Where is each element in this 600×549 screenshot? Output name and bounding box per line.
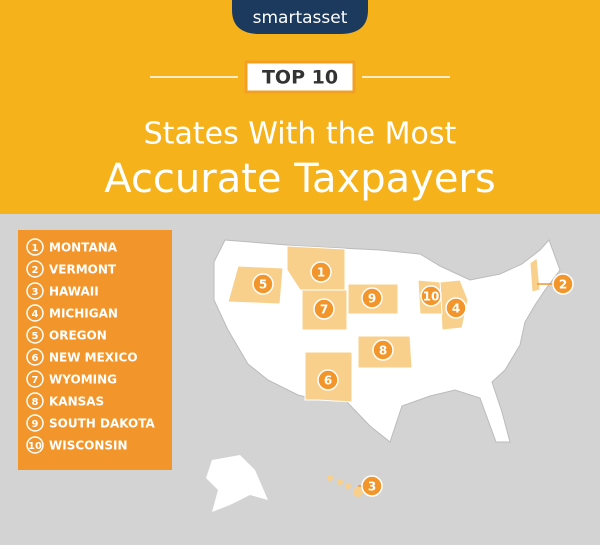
marker-label: 10	[423, 290, 440, 304]
state-name: VERMONT	[49, 263, 117, 277]
marker-dot	[310, 261, 332, 283]
state-name: WYOMING	[49, 373, 117, 387]
state-name: KANSAS	[49, 395, 104, 409]
marker-dot	[317, 369, 339, 391]
marker-dot	[361, 475, 383, 497]
rank-circle	[26, 326, 44, 344]
ranking-list: 1 MONTANA 2 VERMONT 3 HAWAII 4 MICHIGAN 5 OREGON 6…	[26, 238, 155, 454]
rank-number: 6	[32, 353, 39, 364]
state-name: MICHIGAN	[49, 307, 118, 321]
header-band	[0, 0, 600, 214]
rank-circle	[26, 392, 44, 410]
state-name: OREGON	[49, 329, 107, 343]
rank-number: 5	[32, 331, 39, 342]
marker-dot	[361, 287, 383, 309]
state-name: HAWAII	[49, 285, 99, 299]
rank-circle	[26, 282, 44, 300]
rank-number: 4	[32, 309, 39, 320]
marker-label: 4	[452, 302, 460, 316]
rank-number: 8	[32, 397, 39, 408]
state-name: MONTANA	[49, 241, 118, 255]
state-name: SOUTH DAKOTA	[49, 417, 155, 431]
rank-circle	[26, 414, 44, 432]
rank-circle	[26, 436, 44, 454]
marker-dot	[552, 273, 574, 295]
marker-label: 6	[324, 374, 332, 388]
hawaii	[327, 475, 363, 497]
marker-label: 5	[259, 278, 267, 292]
rank-number: 3	[32, 287, 39, 298]
rank-circle	[26, 260, 44, 278]
marker-dot	[445, 297, 467, 319]
badge-text: TOP 10	[262, 67, 338, 89]
marker-dot	[420, 285, 442, 307]
marker-label: 9	[368, 292, 376, 306]
rank-circle	[26, 370, 44, 388]
logo-badge	[232, 0, 368, 34]
rank-circle	[26, 304, 44, 322]
marker-label: 3	[368, 480, 376, 494]
rank-number: 9	[32, 419, 39, 430]
rank-circle	[26, 238, 44, 256]
marker-label: 8	[379, 344, 387, 358]
marker-dot	[313, 298, 335, 320]
marker-label: 7	[320, 303, 328, 317]
marker-label: 2	[559, 278, 567, 292]
title-line: Accurate Taxpayers	[104, 156, 495, 202]
rank-number: 1	[32, 243, 39, 254]
title-line: States With the Most	[144, 117, 457, 152]
alaska	[206, 455, 268, 512]
state-name: NEW MEXICO	[49, 351, 138, 365]
rank-number: 7	[32, 375, 39, 386]
marker-dot	[252, 273, 274, 295]
marker-dot	[372, 339, 394, 361]
rank-number: 10	[28, 441, 42, 452]
logo-text: smartasset	[253, 8, 348, 28]
marker-label: 1	[317, 266, 325, 280]
map-markers: 1 2 3 4 5 6 7 8 9 10	[252, 261, 574, 497]
badge-box	[244, 60, 356, 94]
state-name: WISCONSIN	[49, 439, 128, 453]
rank-number: 2	[32, 265, 39, 276]
rank-circle	[26, 348, 44, 366]
